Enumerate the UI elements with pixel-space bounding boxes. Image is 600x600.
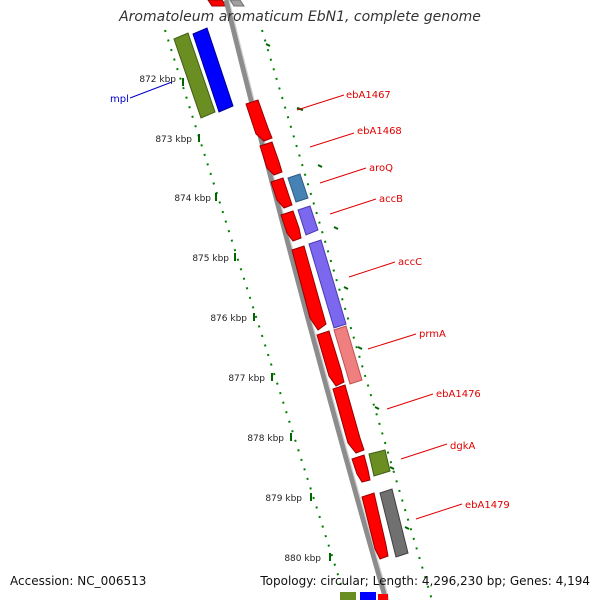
tick-label: 878 kbp	[247, 434, 284, 444]
gene-arrow[interactable]	[245, 99, 273, 142]
gene-prmA[interactable]: prmA	[316, 325, 446, 387]
top-partial-feature-red	[207, 0, 227, 7]
gene-label: ebA1476	[436, 389, 481, 400]
map-title: Aromatoleum aromaticum EbN1, complete ge…	[119, 9, 481, 25]
genome-backbone	[223, 0, 389, 600]
tick-label: 880 kbp	[284, 554, 321, 564]
gene-label: dgkA	[450, 441, 475, 452]
gene-label-line	[400, 443, 448, 460]
gene-label-line	[386, 393, 434, 410]
gene-aroQ[interactable]: aroQ	[270, 163, 393, 209]
gene-label-line	[415, 503, 463, 520]
gene-arrow[interactable]	[259, 141, 283, 176]
topology-text: Topology: circular; Length: 4,296,230 bp…	[260, 574, 590, 588]
tick-label: 875 kbp	[192, 254, 229, 264]
gene-arrow[interactable]	[379, 488, 409, 558]
gene-arrow-extra[interactable]	[316, 330, 345, 387]
gene-accB[interactable]: accB	[280, 194, 403, 242]
mpl-feature[interactable]	[173, 32, 216, 119]
tick-label: 879 kbp	[265, 494, 302, 504]
gene-ebA1467[interactable]: ebA1467	[245, 90, 391, 142]
gene-label-line	[348, 261, 396, 278]
gene-arrow[interactable]	[368, 449, 391, 477]
gene-label-line	[367, 333, 417, 350]
gene-ebA1479[interactable]: ebA1479	[361, 488, 510, 560]
gene-arrow-extra[interactable]	[351, 454, 371, 483]
gene-label: prmA	[419, 329, 446, 340]
tick-label: 877 kbp	[228, 374, 265, 384]
gene-ebA1476[interactable]: ebA1476	[332, 384, 481, 454]
gene-arrow[interactable]	[287, 173, 309, 203]
gene-arrow[interactable]	[308, 239, 347, 329]
bottom-partial-feature-blue	[360, 592, 376, 600]
tick-label: 876 kbp	[210, 314, 247, 324]
bottom-partial-feature-green	[340, 592, 356, 600]
gene-label-line	[329, 198, 377, 215]
gene-arrow-extra[interactable]	[270, 177, 293, 209]
gene-label: ebA1479	[465, 500, 510, 511]
gene-arrow[interactable]	[333, 325, 363, 385]
gene-ebA1468[interactable]: ebA1468	[259, 126, 402, 176]
tick-label: 874 kbp	[174, 194, 211, 204]
gene-arrow[interactable]	[332, 384, 365, 454]
gene-label: accB	[379, 194, 403, 205]
gene-arrow-extra[interactable]	[291, 245, 327, 331]
gene-label-line	[296, 94, 345, 111]
mpl-label-line	[129, 81, 173, 99]
gene-label-line	[309, 132, 355, 148]
gene-label: aroQ	[369, 163, 393, 174]
gene-accC[interactable]: accC	[291, 239, 422, 331]
gene-label-line	[319, 167, 367, 184]
gene-label: ebA1468	[357, 126, 402, 137]
gene-arrow[interactable]	[297, 205, 319, 236]
gene-label: accC	[398, 257, 422, 268]
bottom-partial-feature-red	[378, 594, 388, 600]
gene-arrow-extra[interactable]	[361, 492, 389, 560]
top-partial-feature-gray	[229, 0, 245, 7]
gene-dgkA[interactable]: dgkA	[351, 441, 475, 483]
kbp-ticks	[182, 78, 331, 561]
gene-label: ebA1467	[346, 90, 391, 101]
tick-label: 873 kbp	[155, 135, 192, 145]
tick-label: 872 kbp	[139, 75, 176, 85]
gene-arrow-extra[interactable]	[280, 210, 302, 242]
blue-feature[interactable]	[192, 27, 234, 113]
inner-dotted-ring	[261, 29, 433, 600]
accession-text: Accession: NC_006513	[10, 574, 147, 588]
mpl-label: mpl	[110, 94, 129, 105]
